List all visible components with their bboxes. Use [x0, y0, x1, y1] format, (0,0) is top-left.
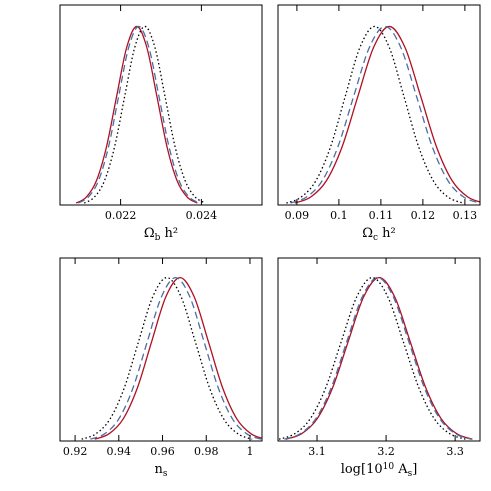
posterior-curve [290, 25, 480, 204]
label-part: A [394, 462, 408, 477]
x-axis-label: ns [155, 462, 168, 479]
x-tick-label: 0.98 [194, 445, 219, 458]
label-part: Ω [144, 226, 155, 241]
x-axis-label: log[1010 As] [341, 462, 418, 479]
panel: 0.92 0.94 0.96 0.98 1 ns [59, 257, 263, 479]
posterior-curve [286, 25, 464, 204]
label-part: log[10 [341, 462, 383, 477]
frame [277, 4, 481, 206]
posterior-curve [83, 25, 206, 204]
plot-area [278, 276, 473, 440]
plot-area [81, 276, 262, 440]
frame [277, 257, 481, 442]
frame [59, 257, 263, 442]
label-part: h² [160, 226, 178, 241]
label-part: Ω [362, 226, 373, 241]
x-axis-label: Ωc h² [362, 226, 396, 243]
posterior-curve [94, 276, 262, 440]
x-tick-label: 0.11 [369, 209, 394, 222]
x-tick-label: 3.3 [446, 445, 464, 458]
x-tick-label: 0.1 [330, 209, 348, 222]
label-part: n [155, 462, 164, 477]
label-part: ] [412, 462, 417, 477]
panel: 0.022 0.024 Ωb h² [59, 4, 263, 243]
label-part: h² [378, 226, 396, 241]
posterior-curve [294, 25, 480, 204]
frame [59, 4, 263, 206]
posterior-curve [285, 276, 473, 440]
x-tick-label: 0.09 [285, 209, 310, 222]
x-tick-label: 0.022 [105, 209, 137, 222]
x-tick-label: 0.94 [107, 445, 132, 458]
plot-area [286, 25, 480, 204]
x-tick-label: 0.12 [411, 209, 436, 222]
x-tick-label: 0.96 [150, 445, 175, 458]
posterior-curve [81, 276, 253, 440]
label-part: s [163, 469, 168, 479]
label-part: 10 [383, 462, 395, 472]
panel: 0.09 0.1 0.11 0.12 0.13 Ωc h² [277, 4, 481, 243]
posterior-curve [77, 25, 200, 204]
label-part: b [155, 233, 161, 243]
panel: 3.1 3.2 3.3 log[1010 As] [277, 257, 481, 479]
label-part: s [408, 469, 413, 479]
x-tick-label: 0.92 [63, 445, 88, 458]
x-tick-label: 0.13 [453, 209, 478, 222]
x-tick-label: 3.1 [308, 445, 326, 458]
posterior-curve [90, 276, 262, 440]
x-tick-label: 1 [246, 445, 253, 458]
x-tick-label: 0.024 [186, 209, 218, 222]
posterior-curve [284, 276, 472, 440]
x-tick-label: 3.2 [377, 445, 395, 458]
plot-area [75, 25, 206, 204]
label-part: c [373, 233, 378, 243]
x-axis-label: Ωb h² [144, 226, 178, 243]
posterior-curve [75, 25, 198, 204]
